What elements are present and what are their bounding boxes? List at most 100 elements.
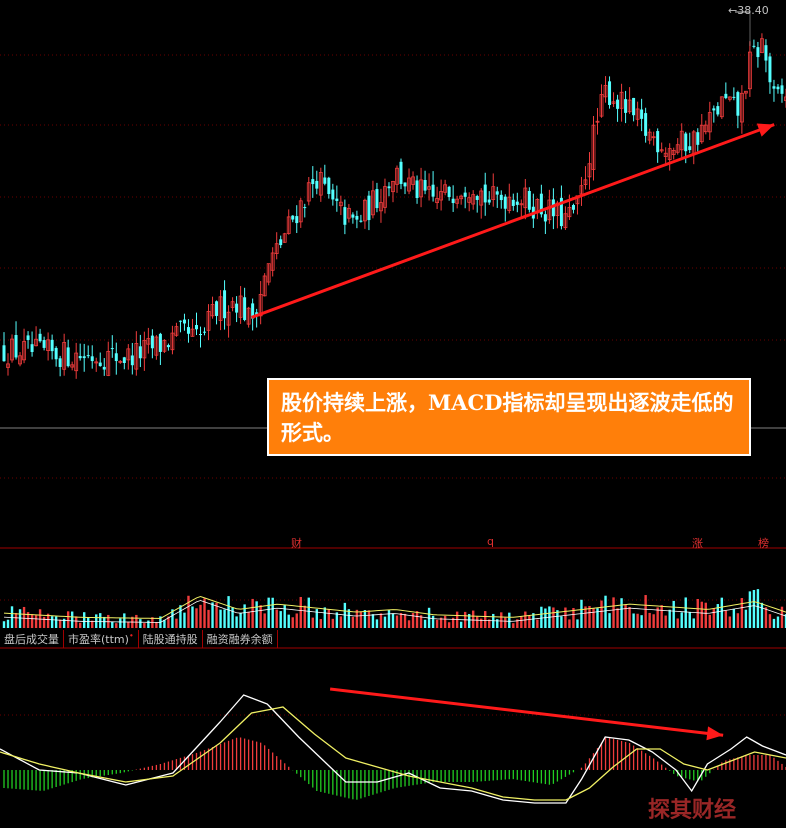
candle-body	[459, 195, 464, 200]
volume-bar	[42, 616, 46, 628]
candle-body	[351, 214, 355, 218]
candle-body	[383, 186, 387, 208]
volume-bar	[512, 623, 515, 628]
candle-body	[6, 363, 10, 368]
volume-bar	[50, 616, 54, 628]
volume-bar	[708, 614, 711, 628]
tab-northbound-holdings[interactable]: 陆股通持股	[139, 630, 203, 648]
candle-body	[206, 310, 211, 331]
candle-body	[22, 341, 26, 361]
candle-body	[419, 179, 423, 198]
candle-body	[663, 152, 668, 157]
candle-body	[286, 216, 291, 234]
candle-body	[403, 182, 407, 187]
volume-bars[interactable]	[2, 589, 786, 628]
volume-bar	[103, 616, 106, 628]
candle-body	[359, 220, 363, 222]
candle-body	[427, 186, 431, 190]
candle-body	[10, 338, 14, 361]
candle-body	[407, 177, 411, 192]
volume-bar	[700, 601, 703, 628]
candle-body	[303, 207, 307, 209]
volume-bar	[756, 589, 760, 628]
tab-pe-ttm[interactable]: 市盈率(ttm)•	[64, 630, 139, 648]
candle-body	[724, 93, 728, 99]
volume-bar	[271, 597, 274, 628]
tab-margin-balance[interactable]: 融资融券余额	[203, 630, 278, 648]
volume-bar	[652, 614, 655, 628]
volume-bar	[83, 612, 86, 628]
event-marker[interactable]: 涨	[692, 537, 703, 550]
volume-bar	[391, 613, 395, 628]
candle-body	[54, 347, 58, 360]
volume-bar	[371, 614, 375, 628]
volume-bar	[660, 605, 663, 628]
candle-body	[338, 201, 343, 207]
volume-bar	[736, 613, 740, 628]
candle-body	[279, 239, 283, 246]
candle-body	[656, 131, 660, 153]
macd-panel[interactable]	[0, 687, 786, 804]
candle-body	[696, 132, 700, 145]
volume-bar	[552, 607, 555, 628]
volume-bar	[532, 613, 535, 628]
tab-label: 市盈率(ttm)	[68, 633, 129, 646]
event-marker[interactable]: 榜	[758, 537, 769, 550]
candle-body	[199, 333, 202, 336]
volume-bar	[327, 609, 331, 628]
candle-body	[399, 161, 403, 184]
volume-bar	[291, 617, 294, 628]
volume-bar	[764, 607, 768, 628]
volume-bar	[231, 607, 234, 628]
volume-bar	[331, 618, 335, 628]
volume-bar	[672, 600, 675, 628]
candle-body	[608, 81, 612, 105]
volume-bar	[556, 610, 559, 628]
volume-bar	[339, 616, 343, 628]
candle-body	[776, 86, 780, 90]
volume-bar	[211, 602, 214, 628]
volume-bar	[403, 613, 407, 628]
volume-bar	[528, 615, 531, 628]
candle-body	[203, 331, 207, 333]
price-candles[interactable]	[2, 11, 786, 379]
volume-bar	[199, 604, 202, 628]
volume-bar	[616, 608, 619, 628]
event-marker[interactable]: 财	[291, 537, 302, 550]
volume-bar	[235, 616, 238, 628]
candle-body	[158, 333, 162, 352]
volume-bar	[383, 616, 387, 628]
candle-body	[395, 167, 399, 185]
candle-body	[335, 198, 339, 201]
volume-bar	[18, 609, 22, 628]
candle-body	[760, 38, 764, 54]
candle-body	[274, 243, 279, 254]
callout-text: 股价持续上涨，MACD指标却呈现出逐波走低的形式。	[281, 390, 734, 445]
volume-bar	[215, 602, 218, 628]
candle-body	[447, 186, 451, 198]
event-marker[interactable]: q	[487, 535, 494, 548]
candle-body	[684, 133, 688, 152]
tab-after-hours-volume[interactable]: 盘后成交量	[0, 630, 64, 648]
candle-body	[551, 199, 555, 217]
volume-bar	[70, 611, 74, 628]
candle-body	[258, 294, 263, 317]
volume-bar	[155, 622, 158, 628]
candle-body	[423, 179, 427, 191]
candle-body	[703, 124, 708, 133]
volume-bar	[2, 621, 6, 628]
candle-body	[118, 360, 123, 363]
volume-bar	[115, 623, 118, 628]
candle-body	[443, 184, 448, 193]
volume-bar	[243, 604, 246, 628]
candle-body	[266, 263, 271, 283]
macd-arrow-shaft	[329, 687, 724, 737]
candle-body	[732, 96, 736, 98]
candle-body	[611, 101, 616, 104]
candle-body	[18, 355, 22, 365]
candle-body	[391, 180, 395, 193]
volume-bar	[668, 609, 671, 628]
candle-body	[671, 149, 676, 155]
candle-body	[579, 185, 584, 195]
candle-body	[162, 339, 167, 352]
